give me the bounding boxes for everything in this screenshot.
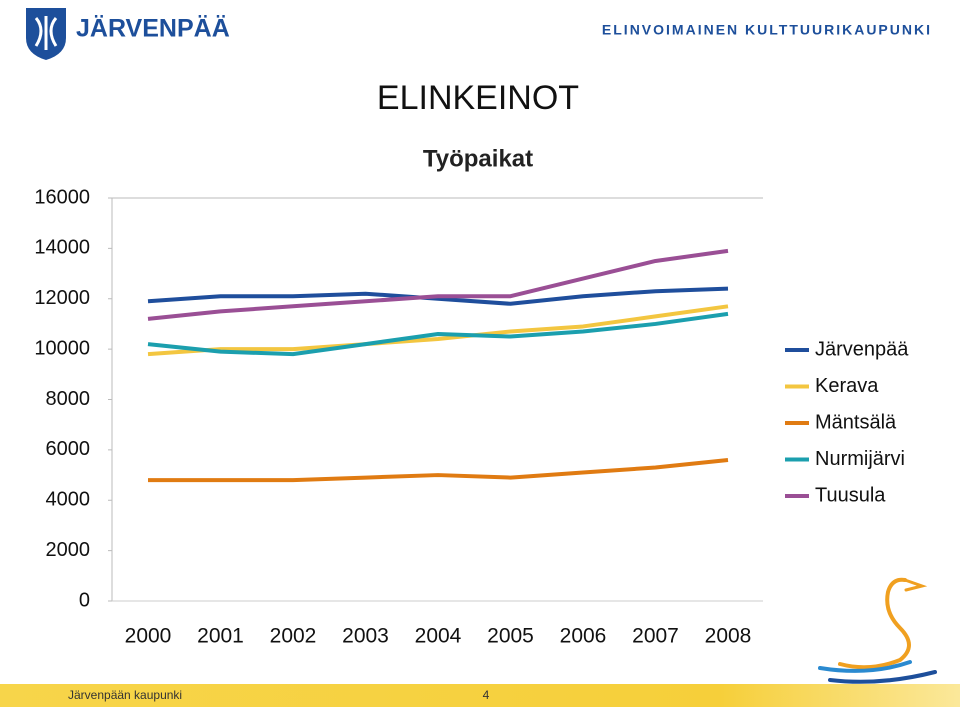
brand: JÄRVENPÄÄ — [76, 15, 230, 43]
x-tick-label: 2003 — [342, 625, 389, 648]
x-tick-label: 2001 — [197, 625, 244, 648]
legend-label: Mäntsälä — [815, 411, 897, 433]
footer-org: Järvenpään kaupunki — [68, 688, 182, 702]
y-tick-label: 14000 — [34, 237, 90, 259]
x-tick-label: 2000 — [125, 625, 172, 648]
page-number: 4 — [483, 688, 490, 702]
x-tick-label: 2004 — [415, 625, 462, 648]
y-tick-label: 12000 — [34, 287, 90, 309]
x-tick-label: 2002 — [270, 625, 317, 648]
y-tick-label: 0 — [79, 589, 90, 611]
y-tick-label: 6000 — [46, 438, 91, 460]
x-tick-label: 2007 — [632, 625, 679, 648]
x-tick-label: 2008 — [705, 625, 752, 648]
legend-label: Tuusula — [815, 484, 886, 506]
logo — [26, 8, 66, 60]
legend-label: Nurmijärvi — [815, 448, 905, 470]
swan-logo — [818, 577, 937, 684]
series-line — [148, 457, 729, 483]
legend-label: Kerava — [815, 375, 879, 397]
y-tick-label: 2000 — [46, 539, 91, 561]
chart-subtitle: Työpaikat — [423, 145, 533, 172]
tagline: ELINVOIMAINEN KULTTUURIKAUPUNKI — [602, 22, 932, 38]
x-tick-label: 2006 — [560, 625, 607, 648]
legend-label: Järvenpää — [815, 338, 909, 360]
series-line — [147, 286, 729, 306]
y-tick-label: 8000 — [46, 388, 91, 410]
series-line — [147, 248, 729, 321]
series-line — [147, 311, 729, 357]
footer-band — [0, 684, 960, 707]
series-line — [147, 304, 729, 357]
y-tick-label: 16000 — [34, 186, 90, 208]
y-tick-label: 10000 — [34, 337, 90, 359]
chart-title: ELINKEINOT — [377, 79, 579, 117]
x-tick-label: 2005 — [487, 625, 534, 648]
y-tick-label: 4000 — [46, 489, 91, 511]
